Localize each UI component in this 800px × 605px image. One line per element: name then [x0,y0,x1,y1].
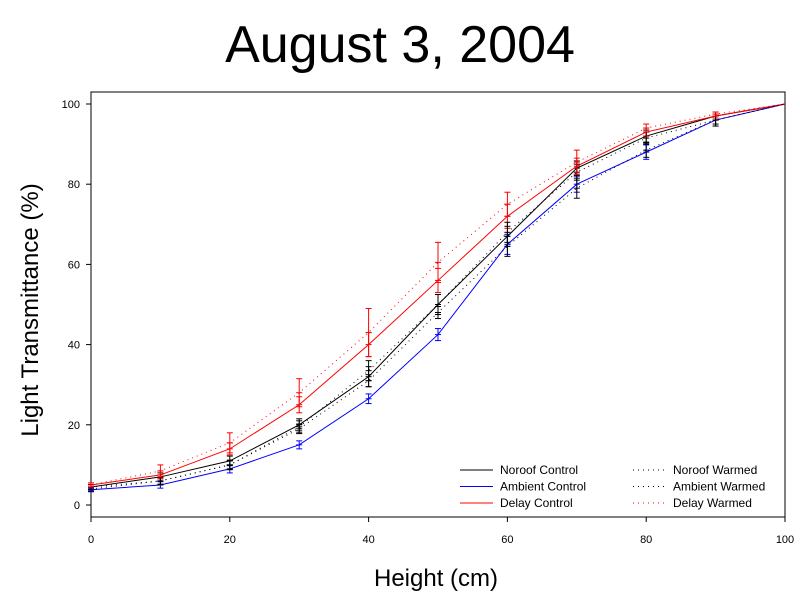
x-tick-label: 40 [362,534,374,546]
y-tick-label: 20 [68,420,80,432]
error-bar [296,440,303,450]
error-bar [504,191,511,217]
y-axis-label: Light Transmittance (%) [17,183,44,436]
x-tick-label: 0 [88,534,94,546]
error-bar [365,374,372,388]
x-tick-label: 100 [776,534,794,546]
legend-label: Noroof Warmed [673,463,757,477]
x-tick-label: 60 [501,534,513,546]
error-bar [573,177,580,199]
x-tick-label: 80 [640,534,652,546]
error-bar [365,393,372,405]
error-bar [573,149,580,175]
error-bar [435,241,441,283]
error-bar [643,123,650,133]
legend-item: Delay Warmed [633,496,752,510]
chart-title: August 3, 2004 [225,16,575,74]
error-bar [643,142,650,158]
y-tick-label: 40 [68,340,80,352]
y-tick-label: 100 [62,99,80,111]
plot-frame [90,91,786,518]
error-bar [712,111,719,117]
x-axis-ticks: 0 20 40 60 80 100 [88,517,794,546]
error-bar [296,423,303,435]
legend-item: Ambient Control [460,480,586,494]
error-bar [157,464,164,478]
error-bar [157,477,164,485]
legend-label: Noroof Control [500,463,578,477]
error-bar [504,235,511,257]
error-bar [296,378,303,408]
error-bar [435,306,441,320]
legend-label: Delay Control [500,496,573,510]
y-axis-ticks: 0 20 40 60 80 100 [62,99,91,512]
x-tick-label: 20 [224,534,236,546]
series-delay-warmed [88,103,786,488]
y-tick-label: 80 [68,179,80,191]
legend-item: Noroof Warmed [633,463,757,477]
legend-label: Ambient Warmed [673,480,765,494]
y-tick-label: 0 [74,500,80,512]
error-bar [226,432,233,454]
y-tick-label: 60 [68,259,80,271]
legend-item: Delay Control [460,496,573,510]
legend: Noroof Control Ambient Control Delay Contr… [460,463,765,510]
error-bar [435,328,441,342]
error-bar [226,460,233,470]
error-bar [365,308,372,358]
x-axis-label: Height (cm) [374,565,498,592]
error-bar [88,482,94,488]
legend-label: Ambient Control [500,480,586,494]
legend-item: Ambient Warmed [633,480,765,494]
legend-item: Noroof Control [460,463,578,477]
legend-label: Delay Warmed [673,496,752,510]
series-line-delay-warmed [90,103,786,486]
series-layer [88,103,786,493]
